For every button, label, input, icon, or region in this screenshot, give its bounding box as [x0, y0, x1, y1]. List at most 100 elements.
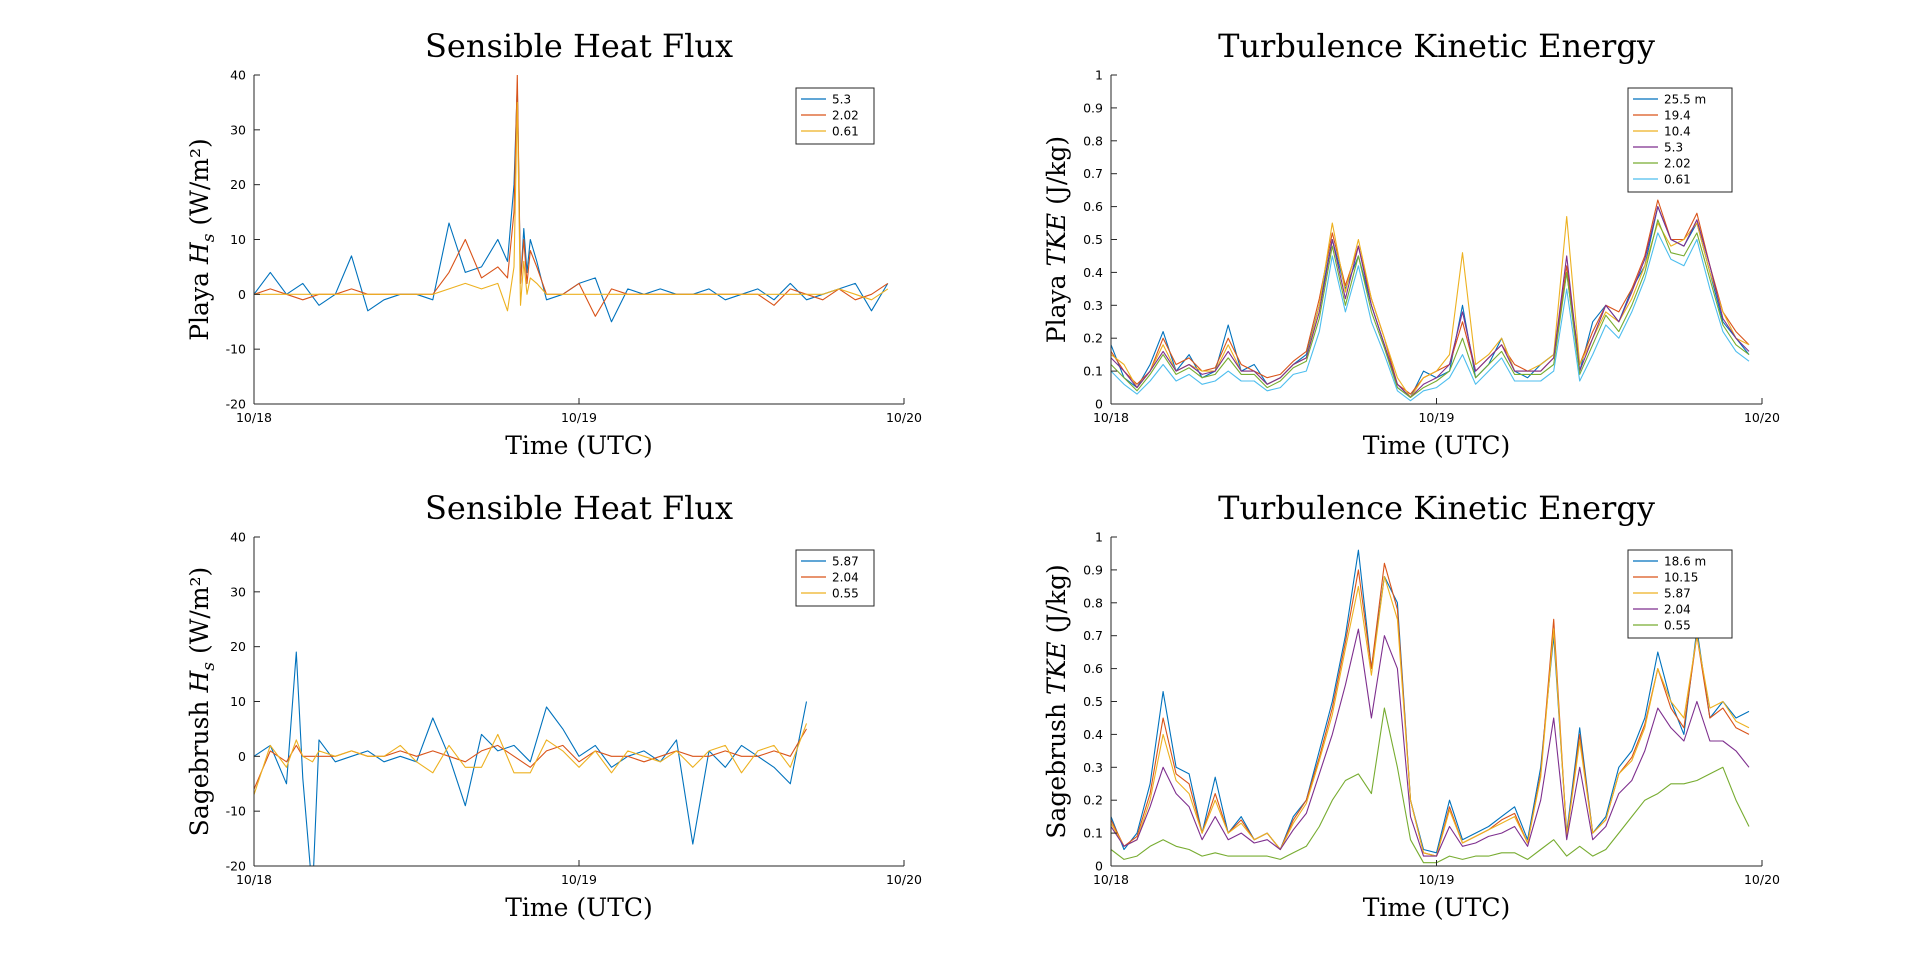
legend-label: 19.4 [1664, 108, 1691, 122]
legend-label: 5.3 [832, 92, 851, 106]
chart-title: Turbulence Kinetic Energy [1218, 489, 1655, 527]
y-tick-label: 0.8 [1083, 595, 1103, 610]
y-tick-label: 30 [230, 122, 246, 137]
legend: 5.87 2.04 0.55 [795, 549, 875, 607]
legend-label: 10.15 [1664, 570, 1698, 584]
legend-box [795, 549, 875, 607]
y-tick-label: 0.5 [1083, 232, 1103, 247]
legend-label: 10.4 [1664, 124, 1691, 138]
legend-label: 5.87 [1664, 586, 1691, 600]
series-line-1 [1111, 206, 1750, 398]
y-axis-label: Playa TKE (J/kg) [1042, 136, 1071, 343]
chart-panel-4: 0 0.1 0.2 0.3 0.4 0.5 0.6 0.7 0.8 0.9 1 10/18 10/19 1… [1042, 489, 1780, 922]
y-tick-label: 1 [1095, 530, 1103, 545]
y-label-subscript: s [199, 233, 219, 242]
x-axis-label: Time (UTC) [505, 431, 653, 460]
legend-box [1627, 549, 1733, 639]
y-tick-label: 40 [230, 68, 246, 83]
y-tick-label: 0 [238, 287, 246, 302]
y-label-symbol: TKE [1042, 641, 1071, 695]
legend-label: 2.02 [832, 108, 859, 122]
y-tick-label: 0 [238, 749, 246, 764]
y-tick-label: 0.5 [1083, 694, 1103, 709]
series-group [1111, 549, 1750, 864]
legend-label: 5.87 [832, 554, 859, 568]
series-line-1 [1111, 549, 1750, 854]
y-tick-label: 0.8 [1083, 133, 1103, 148]
y-label-site: Sagebrush [185, 693, 214, 837]
legend: 18.6 m 10.15 5.87 2.04 0.55 [1627, 549, 1733, 639]
y-axis-label: Sagebrush TKE (J/kg) [1042, 564, 1071, 838]
y-tick-label: 30 [230, 584, 246, 599]
series-line-2 [254, 75, 889, 317]
legend-label: 5.3 [1664, 140, 1683, 154]
x-axis-label: Time (UTC) [1363, 893, 1511, 922]
series-line-3 [1111, 215, 1750, 398]
y-label-symbol: TKE [1042, 213, 1071, 267]
series-group [254, 75, 889, 323]
x-tick-label: 10/20 [1744, 872, 1780, 887]
y-tick-label: 10 [230, 232, 246, 247]
y-tick-label: -10 [226, 342, 246, 357]
x-tick-label: 10/18 [236, 410, 272, 425]
series-group [1111, 199, 1750, 402]
y-label-unit: (W/m²) [185, 567, 214, 662]
y-tick-label: 10 [230, 694, 246, 709]
y-label-site: Playa [185, 264, 214, 341]
y-tick-label: -20 [226, 397, 246, 412]
y-tick-label: 0.4 [1083, 265, 1103, 280]
x-axis-label: Time (UTC) [1363, 431, 1511, 460]
legend-label: 2.04 [832, 570, 859, 584]
y-tick-label: 0.3 [1083, 760, 1103, 775]
y-axis-label: Sagebrush Hs (W/m²) [185, 567, 219, 837]
series-line-2 [254, 728, 807, 790]
y-label-unit: (W/m²) [185, 138, 214, 233]
series-line-5 [1111, 707, 1750, 864]
series-line-5 [1111, 219, 1750, 398]
x-tick-label: 10/18 [236, 872, 272, 887]
legend-label: 0.55 [832, 586, 859, 600]
series-line-3 [1111, 575, 1750, 857]
y-tick-label: 0.3 [1083, 298, 1103, 313]
x-tick-label: 10/20 [1744, 410, 1780, 425]
series-line-6 [1111, 232, 1750, 402]
y-tick-label: 0.2 [1083, 331, 1103, 346]
y-tick-label: 0.1 [1083, 826, 1103, 841]
y-tick-label: 0 [1095, 397, 1103, 412]
legend-label: 2.02 [1664, 156, 1691, 170]
y-tick-label: 1 [1095, 68, 1103, 83]
y-tick-label: 0 [1095, 859, 1103, 874]
series-line-3 [254, 723, 808, 795]
chart-title: Turbulence Kinetic Energy [1218, 27, 1655, 65]
legend-label: 2.04 [1664, 602, 1691, 616]
legend-box [795, 87, 875, 145]
y-label-site: Sagebrush [1042, 695, 1071, 839]
y-label-unit: (J/kg) [1042, 564, 1071, 641]
x-tick-label: 10/18 [1093, 872, 1129, 887]
series-line-1 [254, 85, 889, 323]
legend-label: 0.61 [832, 124, 859, 138]
y-tick-label: 0.4 [1083, 727, 1103, 742]
y-tick-label: 40 [230, 530, 246, 545]
y-tick-label: 0.7 [1083, 166, 1103, 181]
legend-box [1627, 87, 1733, 193]
y-tick-label: -10 [226, 804, 246, 819]
chart-title: Sensible Heat Flux [425, 489, 733, 527]
y-label-unit: (J/kg) [1042, 136, 1071, 213]
y-label-symbol: H [185, 670, 214, 694]
chart-panel-1: -20 -10 0 10 20 30 40 10/18 10/19 10/20 Sensible H… [185, 27, 922, 460]
y-label-site: Playa [1042, 266, 1071, 343]
chart-title: Sensible Heat Flux [425, 27, 733, 65]
y-tick-label: 0.6 [1083, 661, 1103, 676]
y-tick-label: 0.1 [1083, 364, 1103, 379]
y-tick-label: 0.9 [1083, 100, 1103, 115]
x-tick-label: 10/19 [1418, 872, 1454, 887]
series-line-3 [254, 101, 889, 312]
y-tick-label: 0.9 [1083, 562, 1103, 577]
series-line-4 [1111, 206, 1750, 398]
legend: 25.5 m 19.4 10.4 5.3 2.02 0.61 [1627, 87, 1733, 193]
legend-label: 25.5 m [1664, 92, 1706, 106]
y-tick-label: 0.2 [1083, 793, 1103, 808]
y-label-subscript: s [199, 662, 219, 671]
